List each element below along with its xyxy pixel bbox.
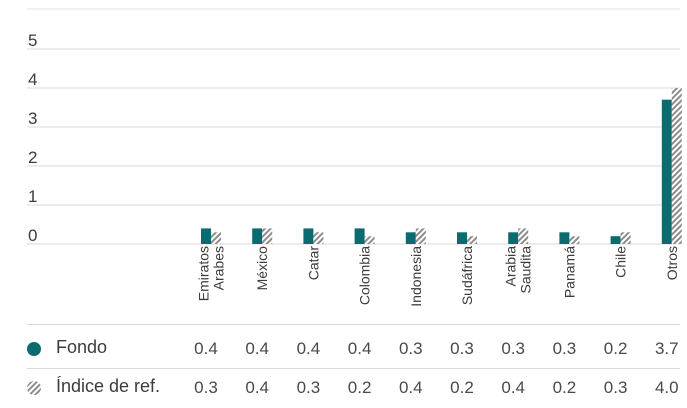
bar-fondo <box>559 232 570 244</box>
category-label: Arabes <box>211 246 227 290</box>
bar-fondo <box>457 232 467 244</box>
value-cell: 0.3 <box>398 339 423 358</box>
legend-label-fondo: Fondo <box>56 337 108 357</box>
category-label: Sudáfrica <box>459 246 475 305</box>
value-cell: 0.4 <box>245 339 269 358</box>
value-cell: 0.2 <box>450 378 474 397</box>
category-label: Arabia <box>503 246 519 287</box>
category-label: México <box>254 246 270 291</box>
bar-fondo <box>303 228 314 244</box>
bar-fondo <box>610 236 621 244</box>
y-tick-label: 1 <box>28 187 37 206</box>
value-cell: 0.4 <box>398 378 423 397</box>
value-cell: 0.4 <box>501 378 525 397</box>
y-tick-label: 3 <box>28 109 37 128</box>
value-cell: 3.7 <box>654 339 679 358</box>
value-cell: 0.3 <box>194 378 218 397</box>
legend-row-fondo: Fondo 0.4 0.4 0.4 0.4 0.3 0.3 0.3 0.3 0.2 3.7 <box>0 330 687 368</box>
series-marker-indice <box>27 381 41 395</box>
y-tick-label: 2 <box>28 148 37 167</box>
bar-indice <box>518 228 529 244</box>
bar-fondo <box>354 228 365 244</box>
bar-fondo <box>201 228 211 244</box>
series-marker-fondo <box>27 342 41 356</box>
bar-indice <box>467 236 477 244</box>
category-label: Saudita <box>518 246 534 294</box>
bar-indice <box>211 232 221 244</box>
bar-fondo <box>508 232 519 244</box>
value-cell: 0.3 <box>296 378 321 397</box>
bar-indice <box>569 236 580 244</box>
bar-fondo <box>661 99 672 244</box>
category-label: Chile <box>613 246 629 278</box>
bar-fondo <box>405 232 416 244</box>
bar-indice <box>671 88 682 244</box>
legend-label-indice: Índice de ref. <box>56 376 161 396</box>
value-cell: 0.2 <box>347 378 372 397</box>
value-cell: 0.3 <box>450 339 474 358</box>
value-cell: 0.4 <box>194 339 218 358</box>
category-label: Colombia <box>357 246 373 305</box>
value-cell: 0.4 <box>245 378 269 397</box>
value-cell: 0.4 <box>347 339 372 358</box>
value-cell: 4.0 <box>654 378 679 397</box>
bar-chart: 0 1 2 3 4 5 Emiratos Arabes México Catar Colombia… <box>27 8 682 307</box>
value-cell: 0.2 <box>603 339 628 358</box>
value-cell: 0.4 <box>296 339 321 358</box>
value-cell: 0.3 <box>552 339 577 358</box>
y-tick-label: 0 <box>28 226 37 245</box>
legend-row-indice: Índice de ref. 0.3 0.4 0.3 0.2 0.4 0.2 0.4 0.2 0… <box>0 369 687 407</box>
bar-fondo <box>252 228 263 244</box>
value-cell: 0.3 <box>501 339 525 358</box>
bar-indice <box>620 232 631 244</box>
y-tick-label: 5 <box>28 31 37 50</box>
bar-indice <box>415 228 426 244</box>
divider-middle <box>27 368 680 369</box>
category-label: Otros <box>664 246 680 280</box>
value-cell: 0.2 <box>552 378 577 397</box>
category-label: Indonesia <box>408 246 424 307</box>
y-tick-label: 4 <box>28 70 37 89</box>
category-label: Panamá <box>561 246 577 298</box>
value-cell: 0.3 <box>603 378 628 397</box>
bar-indice <box>313 232 324 244</box>
bar-indice <box>364 236 375 244</box>
divider-top <box>27 324 680 325</box>
bar-indice <box>262 228 273 244</box>
category-label: Catar <box>305 246 321 281</box>
category-label: Emiratos <box>196 246 212 301</box>
